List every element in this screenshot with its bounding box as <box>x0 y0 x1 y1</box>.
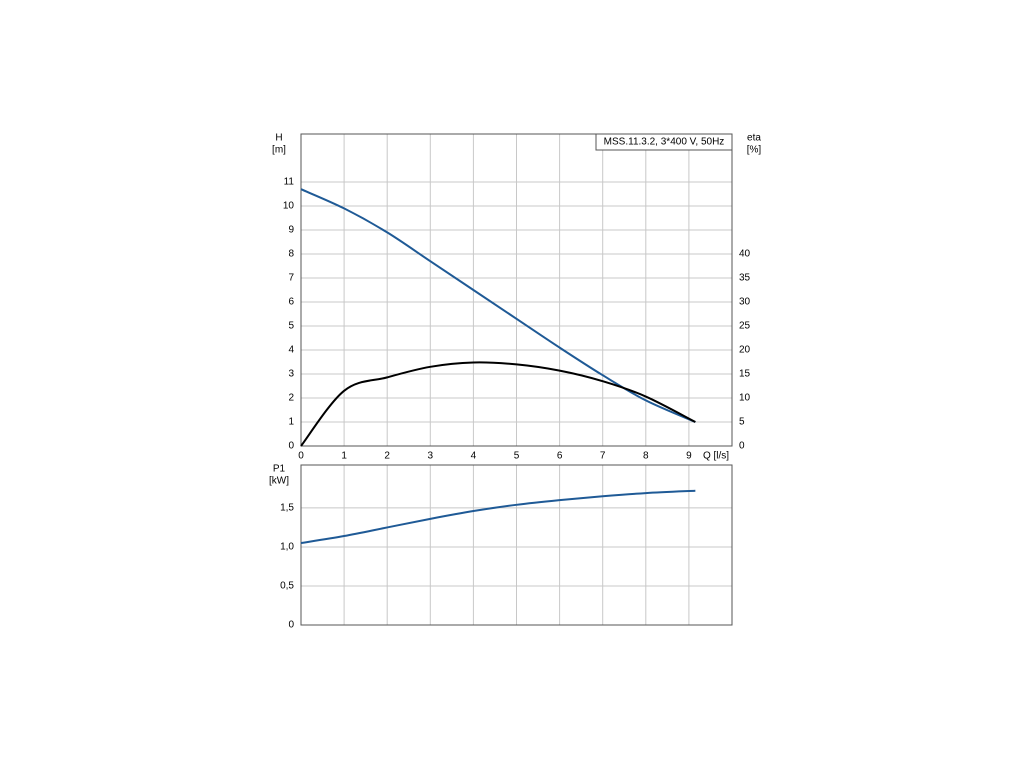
y-tick-label: 3 <box>288 369 294 380</box>
curve <box>300 489 696 545</box>
y2-tick-label: 40 <box>739 249 751 260</box>
x-axis-label: Q [l/s] <box>703 451 729 462</box>
x-tick-label: 0 <box>298 451 304 462</box>
y-axis-label: H <box>275 133 282 144</box>
y2-tick-label: 5 <box>739 417 745 428</box>
y-axis-unit: [kW] <box>269 476 289 487</box>
x-tick-label: 3 <box>428 451 434 462</box>
y-tick-label: 2 <box>288 393 294 404</box>
x-tick-label: 5 <box>514 451 520 462</box>
y2-axis-unit: [%] <box>747 145 762 156</box>
y2-tick-label: 25 <box>739 321 751 332</box>
y-tick-label: 10 <box>283 201 295 212</box>
title-box <box>595 133 733 151</box>
y-tick-label: 0 <box>288 620 294 631</box>
y2-tick-label: 30 <box>739 297 751 308</box>
y2-tick-label: 20 <box>739 345 751 356</box>
y-tick-label: 4 <box>288 345 294 356</box>
x-tick-label: 8 <box>643 451 649 462</box>
curve <box>300 361 696 447</box>
y-tick-label: 7 <box>288 273 294 284</box>
x-tick-label: 9 <box>686 451 692 462</box>
y-tick-label: 6 <box>288 297 294 308</box>
x-tick-label: 6 <box>557 451 563 462</box>
y-tick-label: 1 <box>288 417 294 428</box>
y2-tick-label: 35 <box>739 273 751 284</box>
y-tick-label: 1,0 <box>280 542 294 553</box>
y-tick-label: 5 <box>288 321 294 332</box>
x-tick-label: 2 <box>384 451 390 462</box>
y-tick-label: 0 <box>288 441 294 452</box>
y-tick-label: 8 <box>288 249 294 260</box>
y-tick-label: 0,5 <box>280 581 294 592</box>
y2-tick-label: 10 <box>739 393 751 404</box>
y-axis-unit: [m] <box>272 145 286 156</box>
plot-frame <box>300 133 733 447</box>
chart-title: MSS.11.3.2, 3*400 V, 50Hz <box>604 137 725 148</box>
y-tick-label: 1,5 <box>280 503 294 514</box>
y-tick-label: 11 <box>284 177 295 188</box>
y-axis-label: P1 <box>273 464 286 475</box>
plot-frame <box>300 464 733 626</box>
y-tick-label: 9 <box>288 225 294 236</box>
y2-tick-label: 15 <box>739 369 751 380</box>
y2-tick-label: 0 <box>739 441 745 452</box>
x-tick-label: 4 <box>471 451 477 462</box>
x-tick-label: 7 <box>600 451 606 462</box>
y2-axis-label: eta <box>747 133 761 144</box>
x-tick-label: 1 <box>341 451 347 462</box>
